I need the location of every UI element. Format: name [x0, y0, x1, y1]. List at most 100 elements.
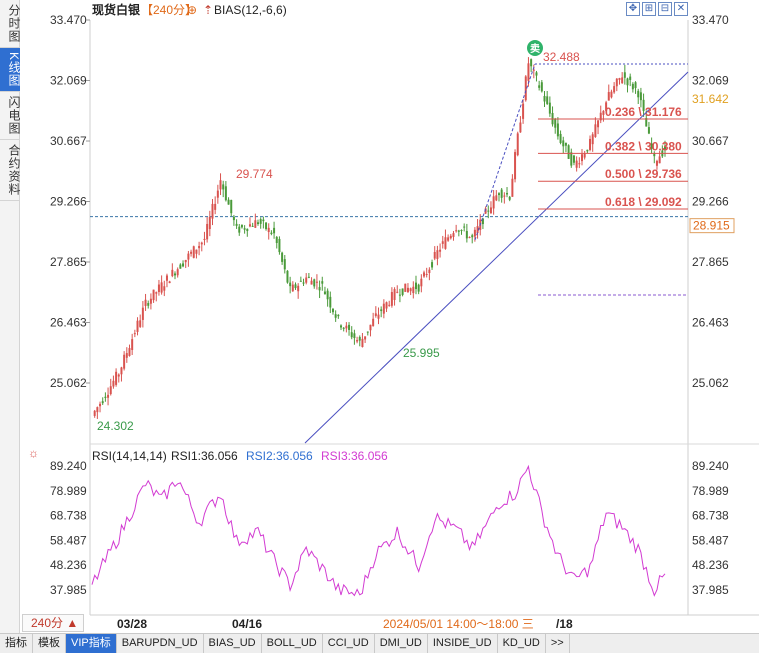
candle-body [495, 195, 498, 201]
tab-vip-indicators[interactable]: VIP指标 [66, 634, 117, 653]
candle-body [377, 314, 380, 319]
candle-body [246, 228, 249, 232]
candle-body [136, 320, 139, 332]
candle-body [481, 218, 484, 225]
tab-more[interactable]: >> [546, 634, 570, 653]
candle-body [594, 124, 597, 137]
tab-bias-ud[interactable]: BIAS_UD [204, 634, 262, 653]
tab-templates[interactable]: 模板 [33, 634, 66, 653]
candle-body [610, 91, 613, 98]
tab-contract-info[interactable]: 合约资料 [0, 140, 21, 202]
zoom-in-icon[interactable]: ⊞ [642, 2, 656, 16]
candle-body [353, 333, 356, 339]
candle-body [219, 180, 222, 190]
tab-intraday[interactable]: 分时图 [0, 0, 21, 48]
candle-body [425, 274, 428, 276]
hline-price-label: 28.915 [693, 219, 730, 233]
candle-body [497, 193, 500, 196]
period-selector[interactable]: 240分 ▲ [22, 614, 84, 632]
candle-body [356, 340, 359, 342]
trend-line-support[interactable] [304, 71, 689, 444]
candle-body [484, 208, 487, 214]
candle-body [519, 122, 522, 133]
candle-body [564, 142, 567, 146]
sell-marker[interactable]: 卖 [527, 40, 543, 56]
x-label-cursor-time: 2024/05/01 14:00～18:00 三 [383, 617, 534, 631]
candle-body [597, 120, 600, 128]
candle-body [548, 102, 551, 114]
candle-body [115, 371, 118, 385]
candle-body [527, 63, 530, 81]
candle-body [653, 153, 656, 157]
candle-body [358, 336, 361, 341]
candle-body [583, 153, 586, 158]
candle-body [463, 226, 466, 228]
candle-body [605, 102, 608, 111]
tab-barupdn-ud[interactable]: BARUPDN_UD [117, 634, 204, 653]
candle-body [297, 285, 300, 292]
candle-body [230, 199, 233, 214]
plus-circle-icon[interactable]: ⊕ [187, 3, 197, 17]
candle-body [465, 230, 468, 239]
upload-arrow-icon[interactable]: ⇡ [203, 3, 213, 17]
candle-body [578, 163, 581, 165]
tab-lightning[interactable]: 闪电图 [0, 92, 21, 141]
candle-body [131, 339, 134, 350]
candle-body [318, 287, 321, 291]
candle-body [192, 246, 195, 258]
candle-body [257, 222, 260, 225]
candle-body [511, 178, 514, 197]
candle-body [149, 298, 152, 304]
tab-kd-ud[interactable]: KD_UD [498, 634, 546, 653]
price-tick-left: 32.069 [50, 73, 87, 87]
tab-dmi-ud[interactable]: DMI_UD [375, 634, 428, 653]
candle-body [570, 152, 573, 166]
candle-body [567, 145, 570, 159]
candle-body [139, 320, 142, 327]
candle-body [637, 90, 640, 98]
candle-body [182, 263, 185, 267]
candle-body [329, 296, 332, 308]
candle-body [396, 291, 399, 293]
sun-icon[interactable]: ☼ [28, 446, 39, 460]
chart-area[interactable]: 现货白银 【240分】 ⊕ ⇡ BIAS(12,-6,6) 33.470 33.4… [20, 0, 759, 633]
current-price-label: 31.642 [692, 92, 729, 106]
candle-body [275, 236, 278, 244]
candle-body [433, 252, 436, 259]
close-icon[interactable]: ✕ [674, 2, 688, 16]
candle-body [147, 303, 150, 306]
candle-body [618, 78, 621, 80]
tab-inside-ud[interactable]: INSIDE_UD [428, 634, 498, 653]
toolbar-icons: ✥ ⊞ ⊟ ✕ [626, 2, 688, 16]
candle-body [364, 336, 367, 340]
candle-body [203, 238, 206, 241]
tab-boll-ud[interactable]: BOLL_UD [262, 634, 323, 653]
candle-body [350, 332, 353, 338]
candle-body [607, 92, 610, 101]
fibonacci-retracement[interactable]: 0.236 \ 31.176 0.382 \ 30.380 0.500 \ 29.7… [538, 105, 688, 296]
candle-body [243, 228, 246, 230]
price-tick-left: 33.470 [50, 13, 87, 27]
tab-indicators[interactable]: 指标 [0, 634, 33, 653]
rsi-tick-left: 68.738 [50, 509, 87, 523]
candle-body [348, 324, 351, 330]
zoom-out-icon[interactable]: ⊟ [658, 2, 672, 16]
move-icon[interactable]: ✥ [626, 2, 640, 16]
rsi-tick-right: 89.240 [692, 459, 729, 473]
candle-body [428, 269, 431, 274]
candle-body [224, 186, 227, 201]
tab-kline[interactable]: K线图 [0, 48, 21, 93]
candle-body [211, 203, 214, 219]
candle-body [117, 374, 120, 377]
start-low-label: 24.302 [97, 419, 134, 433]
candle-body [658, 156, 661, 164]
candle-body [602, 110, 605, 115]
candle-body [232, 216, 235, 221]
candle-body [420, 278, 423, 287]
trend-line-dashed[interactable] [474, 63, 536, 241]
candle-body [155, 292, 158, 294]
candle-body [626, 78, 629, 86]
price-tick-right: 25.062 [692, 376, 729, 390]
tab-cci-ud[interactable]: CCI_UD [323, 634, 375, 653]
candle-body [439, 249, 442, 252]
